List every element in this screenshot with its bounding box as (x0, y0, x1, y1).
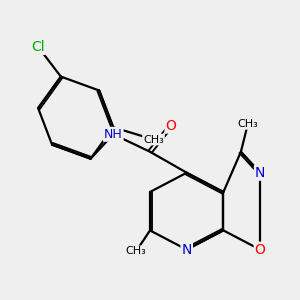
Text: N: N (255, 166, 265, 180)
Text: Cl: Cl (31, 40, 45, 54)
Text: NH: NH (104, 128, 123, 141)
Text: O: O (255, 243, 266, 257)
Text: O: O (166, 118, 176, 133)
Text: CH₃: CH₃ (126, 246, 146, 256)
Text: CH₃: CH₃ (238, 119, 258, 129)
Text: CH₃: CH₃ (143, 134, 164, 145)
Text: N: N (182, 243, 192, 257)
